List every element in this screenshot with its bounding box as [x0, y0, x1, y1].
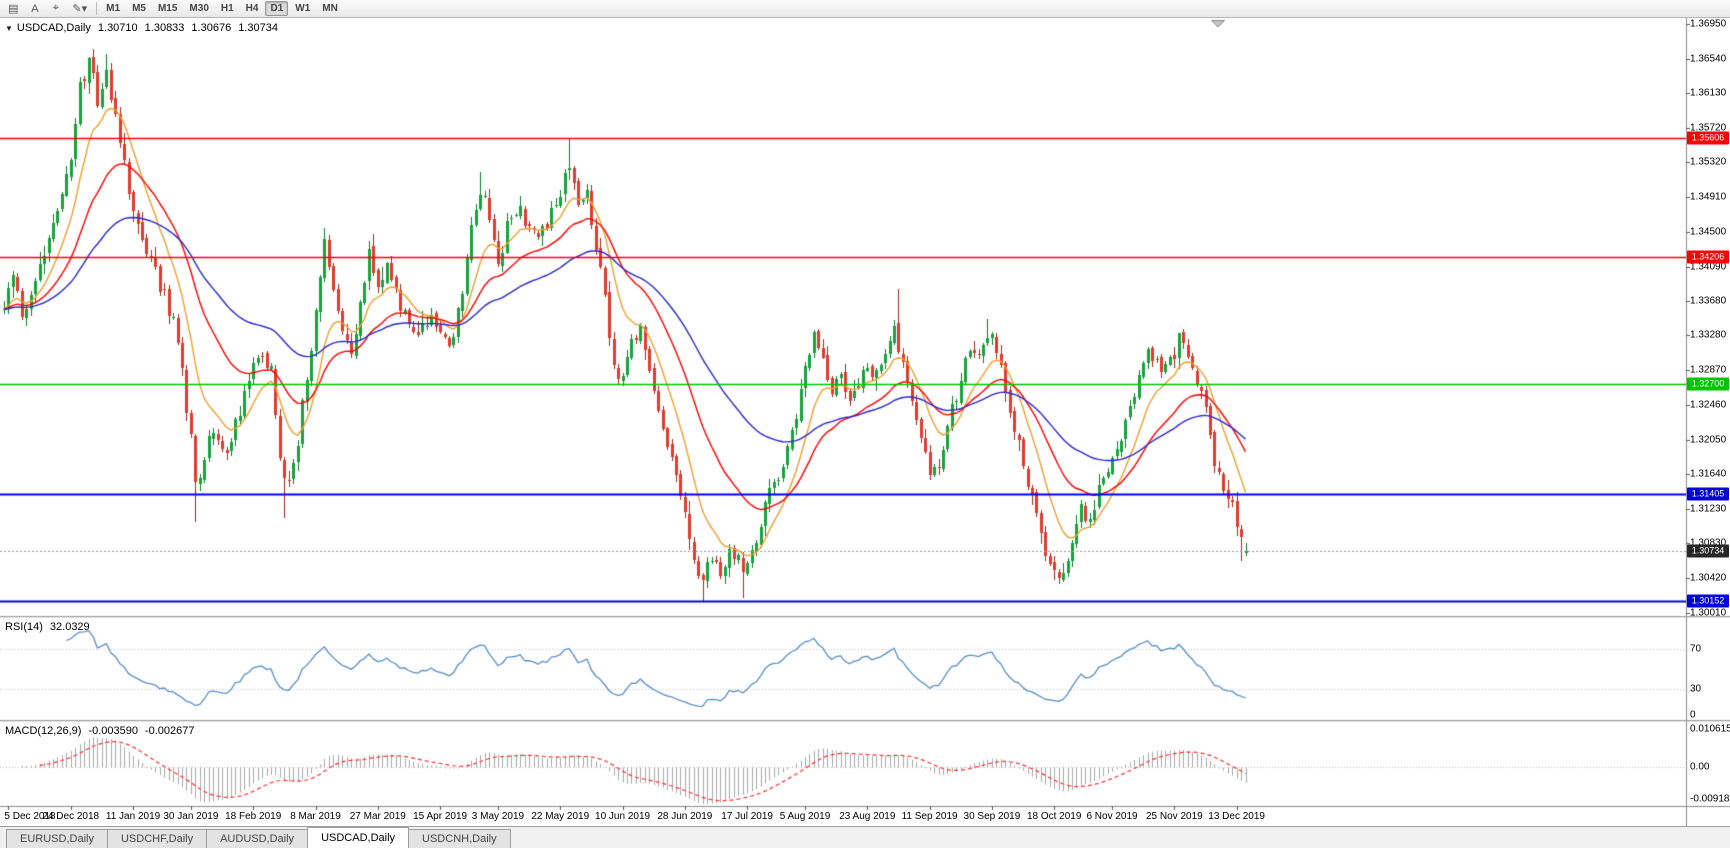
timeframe-m1-button[interactable]: M1 [106, 3, 121, 14]
chart-region: 1.36950 1.36540 1.36130 1.35720 1.35320 1.349… [0, 18, 1730, 826]
timeframe-d1-button[interactable]: D1 [265, 1, 289, 16]
tab-usdcnh[interactable]: USDCNH,Daily [408, 829, 511, 848]
high-value: 1.30833 [144, 22, 185, 34]
tab-eurusd[interactable]: EURUSD,Daily [6, 829, 108, 848]
macd-pane-title: MACD(12,26,9) -0.003590 -0.002677 [5, 725, 202, 737]
collapse-chart-icon[interactable]: ▼ [5, 23, 13, 33]
macd-main-value: -0.003590 [88, 725, 138, 737]
price-axis[interactable] [1686, 18, 1730, 806]
chart-menu-button[interactable]: ▤ [8, 3, 19, 15]
timeframe-h4-button[interactable]: H4 [245, 3, 259, 14]
rsi-pane-title: RSI(14) 32.0329 [5, 621, 97, 633]
timeframe-h1-button[interactable]: H1 [220, 3, 234, 14]
timeframe-m5-button[interactable]: M5 [132, 3, 146, 14]
crosshair-button[interactable]: ⌖ [52, 2, 59, 14]
macd-indicator-label: MACD(12,26,9) [5, 725, 82, 737]
timeframe-m15-button[interactable]: M15 [157, 3, 178, 14]
toolbar: ▤ A ⌖ ✎▾ M1 M5 M15 M30 H1 H4 D1 W1 MN [0, 0, 1730, 18]
price-chart-canvas[interactable] [0, 18, 1730, 826]
timeframe-mn-button[interactable]: MN [322, 3, 338, 14]
date-axis[interactable] [0, 806, 1686, 826]
draw-tools-button[interactable]: ✎▾ [72, 3, 88, 15]
rsi-current-value: 32.0329 [49, 621, 90, 633]
symbol-period-label: USDCAD,Daily [16, 22, 91, 34]
toolbar-timeframes: M1 M5 M15 M30 H1 H4 D1 W1 MN [101, 1, 343, 16]
close-value: 1.30734 [238, 22, 278, 34]
toolbar-icons: ▤ A ⌖ ✎▾ [3, 1, 92, 16]
timeframe-m30-button[interactable]: M30 [189, 3, 209, 14]
rsi-indicator-label: RSI(14) [5, 621, 43, 633]
cursor-mode-button[interactable]: A [31, 2, 39, 15]
low-value: 1.30676 [191, 22, 232, 34]
chart-tabs: EURUSD,Daily USDCHF,Daily AUDUSD,Daily USDC… [0, 826, 1730, 848]
toolbar-separator [96, 2, 98, 15]
tab-audusd[interactable]: AUDUSD,Daily [206, 829, 309, 848]
tab-usdcad[interactable]: USDCAD,Daily [307, 827, 410, 848]
open-value: 1.30710 [97, 22, 138, 34]
macd-signal-value: -0.002677 [144, 725, 195, 737]
timeframe-w1-button[interactable]: W1 [295, 3, 311, 14]
tab-usdchf[interactable]: USDCHF,Daily [106, 829, 208, 848]
main-pane-title: ▼ USDCAD,Daily 1.30710 1.30833 1.30676 1… [5, 22, 285, 34]
